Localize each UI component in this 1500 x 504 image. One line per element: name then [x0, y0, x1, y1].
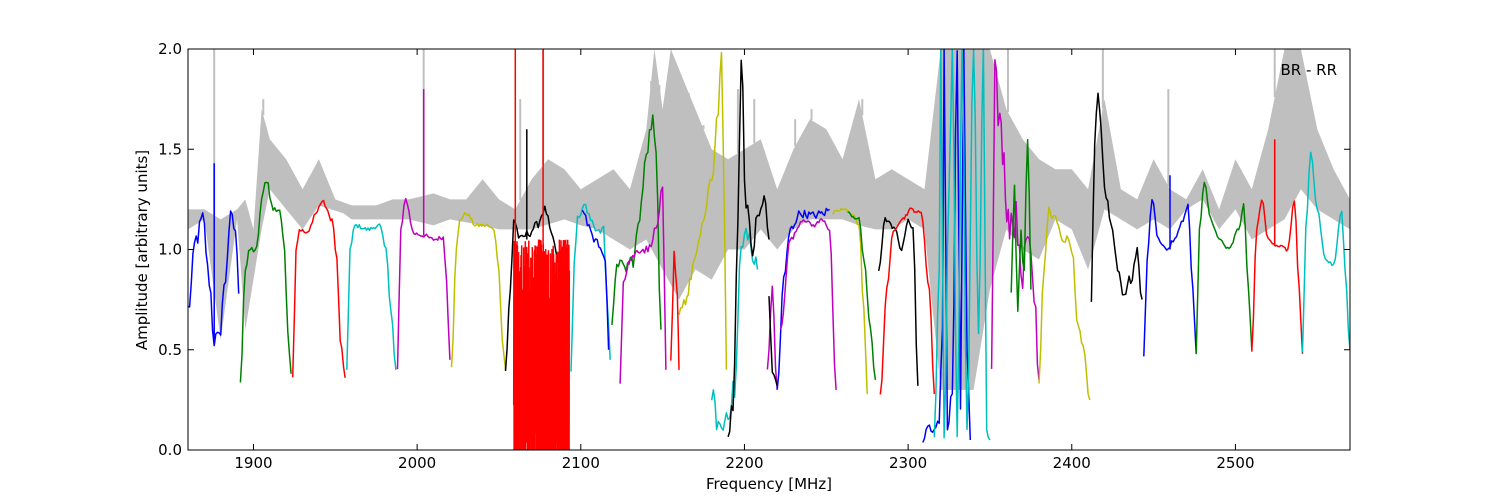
- x-axis-label: Frequency [MHz]: [706, 475, 832, 493]
- plot-area: [188, 49, 1350, 450]
- series-line: [779, 218, 837, 390]
- x-tick-label: 2400: [1053, 454, 1091, 472]
- series-line: [847, 211, 877, 380]
- series-line: [1195, 181, 1253, 355]
- series-line: [581, 209, 610, 350]
- y-tick-label: 1.0: [158, 241, 182, 259]
- series-spike: [514, 49, 544, 450]
- x-tick-label: 2000: [398, 454, 436, 472]
- y-tick-label: 0.0: [158, 441, 182, 459]
- background-band: [188, 49, 1350, 390]
- y-axis-label: Amplitude [arbitrary units]: [133, 150, 151, 350]
- series-line: [346, 223, 397, 370]
- series-line: [1010, 138, 1032, 313]
- series-line: [933, 49, 991, 441]
- x-tick-label: 1900: [234, 454, 272, 472]
- series-line: [766, 285, 778, 390]
- series-line: [1301, 151, 1350, 353]
- x-tick-label: 2200: [725, 454, 763, 472]
- y-tick-label: 1.5: [158, 140, 182, 158]
- y-axis: 0.0 0.5 1.0 1.5 2.0: [158, 40, 1350, 459]
- x-axis: 1900 2000 2100 2200 2300 2400 2500: [234, 49, 1255, 472]
- series-line: [1090, 92, 1143, 302]
- chart-annotation: BR - RR: [1280, 61, 1337, 79]
- series-line: [727, 59, 770, 438]
- series-line: [619, 186, 667, 384]
- series-line: [776, 207, 830, 390]
- series-line: [396, 197, 451, 370]
- series-line: [879, 207, 936, 395]
- series-line: [922, 49, 972, 443]
- series-line: [670, 250, 680, 370]
- series-line: [768, 296, 778, 386]
- series-line: [1251, 199, 1304, 354]
- series-line: [1038, 206, 1091, 401]
- x-tick-label: 2500: [1216, 454, 1254, 472]
- series-line: [678, 51, 728, 370]
- y-tick-label: 0.5: [158, 341, 182, 359]
- x-tick-label: 2300: [889, 454, 927, 472]
- series-line: [512, 239, 571, 450]
- series-line: [291, 199, 346, 378]
- series-line: [570, 203, 611, 372]
- series-line: [450, 211, 507, 370]
- series-line: [877, 216, 919, 386]
- x-tick-label: 2100: [562, 454, 600, 472]
- series-line: [239, 181, 292, 383]
- series-line: [188, 210, 240, 347]
- series-line: [611, 114, 662, 330]
- y-tick-label: 2.0: [158, 40, 182, 58]
